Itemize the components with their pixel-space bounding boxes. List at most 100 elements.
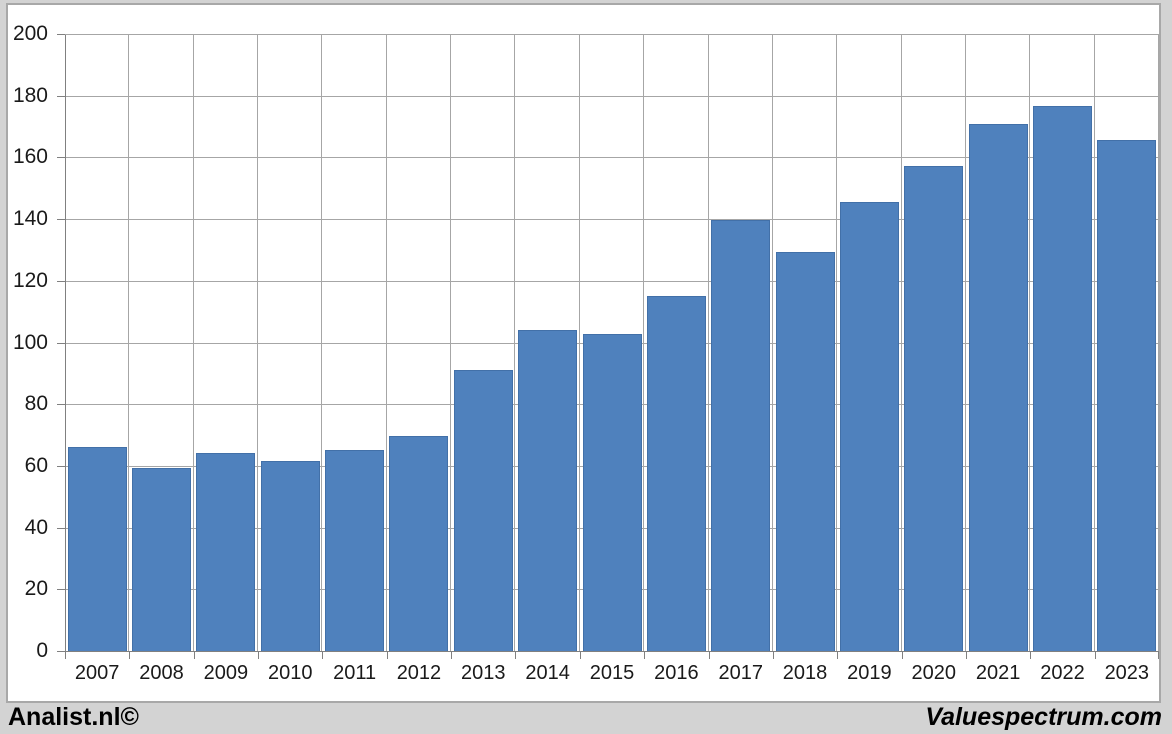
y-axis-tick [57, 404, 65, 406]
x-axis-tick [901, 652, 903, 659]
x-axis-label: 2017 [718, 662, 763, 684]
h-gridline [65, 280, 1159, 282]
bar-2013 [453, 369, 513, 652]
x-axis-tick [1030, 652, 1032, 659]
x-axis-label: 2007 [74, 662, 120, 684]
y-axis-tick [57, 219, 65, 221]
bar-2016 [646, 295, 706, 652]
bar-2017 [711, 220, 771, 652]
v-gridline [385, 35, 387, 652]
y-axis-line [65, 35, 66, 652]
bar-2022 [1032, 105, 1092, 652]
x-axis-tick [1094, 652, 1096, 659]
x-axis-label: 2016 [654, 662, 699, 684]
x-axis-tick [772, 652, 774, 659]
y-axis-tick [57, 527, 65, 529]
v-gridline [1158, 35, 1159, 652]
x-axis-tick [386, 652, 388, 659]
bar-2021 [968, 124, 1028, 652]
y-axis-tick [57, 157, 65, 159]
x-axis-tick [451, 652, 453, 659]
v-gridline [836, 35, 838, 652]
y-axis-label: 120 [12, 268, 48, 292]
y-axis-label: 0 [36, 639, 48, 662]
footer-bar: Analist.nl© Valuespectrum.com [0, 703, 1172, 734]
v-gridline [257, 35, 259, 652]
y-axis-label: 200 [12, 22, 48, 45]
y-axis-tick [57, 589, 65, 591]
y-axis-tick [57, 95, 65, 97]
v-gridline [771, 35, 773, 652]
x-axis-tick [258, 652, 260, 659]
v-gridline [964, 35, 966, 652]
bar-2008 [132, 468, 192, 652]
v-gridline [1029, 35, 1031, 652]
x-axis-label: 2023 [1104, 662, 1150, 684]
y-axis-tick [57, 34, 65, 35]
x-axis-tick [1158, 652, 1159, 659]
x-axis-label: 2020 [911, 662, 957, 684]
h-gridline [65, 219, 1159, 221]
y-axis-label: 100 [12, 330, 48, 354]
x-axis-tick [129, 652, 131, 659]
x-axis-tick [965, 652, 967, 659]
y-axis-tick [57, 342, 65, 344]
h-gridline [65, 157, 1159, 159]
bar-2010 [260, 460, 320, 652]
x-axis-tick [708, 652, 710, 659]
x-axis-label: 2010 [267, 662, 313, 684]
v-gridline [707, 35, 709, 652]
bar-2020 [904, 166, 964, 652]
x-axis-label: 2018 [782, 662, 828, 684]
bar-2018 [775, 252, 835, 652]
y-axis-label: 180 [12, 83, 48, 107]
bar-2019 [839, 201, 899, 652]
v-gridline [514, 35, 516, 652]
v-gridline [1093, 35, 1095, 652]
y-axis-label: 140 [12, 207, 48, 231]
x-axis-tick [837, 652, 839, 659]
x-axis-label: 2008 [139, 662, 184, 684]
y-axis-label: 60 [24, 453, 48, 477]
x-axis-label: 2013 [461, 662, 506, 684]
y-axis-label: 160 [12, 145, 48, 169]
valuespectrum-credit-label: Valuespectrum.com [925, 703, 1162, 731]
bar-2009 [196, 453, 256, 652]
h-gridline [65, 95, 1159, 97]
h-gridline [65, 34, 1159, 35]
x-axis-label: 2019 [847, 662, 892, 684]
y-axis-label: 20 [24, 577, 48, 601]
bar-2007 [67, 446, 127, 652]
x-axis-line [57, 651, 1159, 652]
analist-credit-label: Analist.nl© [8, 703, 139, 731]
x-axis-tick [515, 652, 517, 659]
x-axis-label: 2011 [333, 662, 377, 684]
y-axis-label: 40 [24, 515, 48, 539]
v-gridline [900, 35, 902, 652]
v-gridline [450, 35, 452, 652]
x-axis-tick [193, 652, 195, 659]
bar-2012 [389, 436, 449, 652]
y-axis-tick [57, 465, 65, 467]
x-axis-label: 2012 [396, 662, 442, 684]
x-axis-tick [65, 652, 66, 659]
x-axis-tick [644, 652, 646, 659]
v-gridline [192, 35, 194, 652]
v-gridline [578, 35, 580, 652]
y-axis-label: 80 [24, 392, 48, 416]
v-gridline [128, 35, 130, 652]
x-axis-label: 2021 [975, 662, 1021, 684]
x-axis-label: 2009 [203, 662, 249, 684]
bar-2011 [325, 449, 385, 652]
y-axis-tick [57, 280, 65, 282]
x-axis-tick [579, 652, 581, 659]
bar-2014 [518, 329, 578, 652]
bar-2023 [1097, 139, 1157, 652]
x-axis-label: 2022 [1040, 662, 1085, 684]
x-axis-label: 2014 [525, 662, 570, 684]
v-gridline [321, 35, 323, 652]
x-axis-label: 2015 [589, 662, 635, 684]
x-axis-tick [322, 652, 324, 659]
